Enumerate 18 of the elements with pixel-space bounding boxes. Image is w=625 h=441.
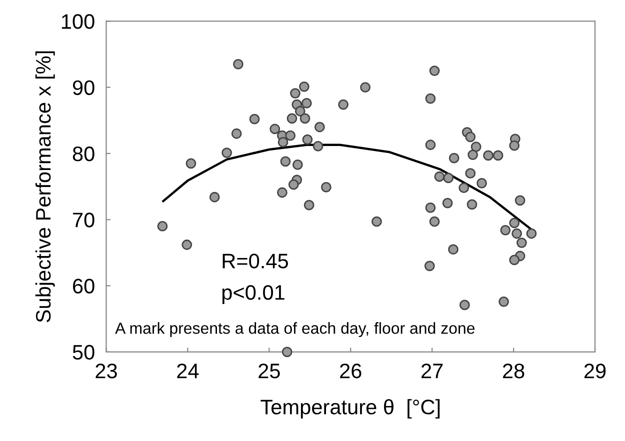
x-tick-label: 29 bbox=[584, 364, 606, 378]
y-tick-label: 60 bbox=[73, 278, 94, 294]
y-tick-label: 90 bbox=[72, 80, 94, 96]
x-tick-label: 23 bbox=[96, 364, 117, 378]
x-tick-label: 26 bbox=[340, 364, 362, 378]
y-axis-title: Subjective Performance x [%] bbox=[35, 51, 55, 322]
x-tick-label: 28 bbox=[503, 364, 524, 378]
x-tick-label: 24 bbox=[177, 364, 199, 378]
y-tick-label: 50 bbox=[72, 344, 94, 360]
x-tick-label: 25 bbox=[258, 364, 280, 378]
y-tick-label: 100 bbox=[62, 14, 94, 29]
x-tick-label: 27 bbox=[422, 364, 443, 378]
annotation: R=0.45 bbox=[222, 254, 288, 268]
annotation: A mark presents a data of each day, floor and zone bbox=[115, 322, 475, 338]
annotation: p<0.01 bbox=[222, 285, 284, 304]
y-tick-label: 70 bbox=[73, 212, 94, 228]
y-tick-label: 80 bbox=[72, 146, 94, 162]
x-axis-title: Temperature θ [°C] bbox=[260, 399, 440, 419]
